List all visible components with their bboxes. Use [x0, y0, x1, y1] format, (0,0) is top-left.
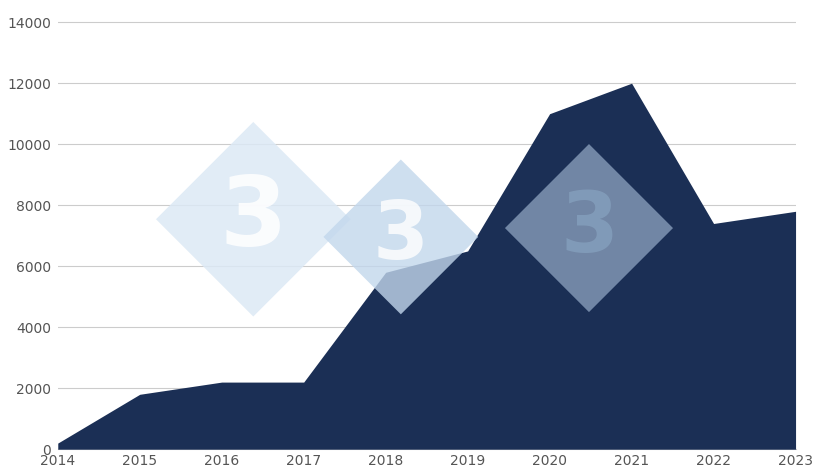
Text: 3: 3: [219, 173, 287, 266]
Text: 3: 3: [559, 188, 618, 268]
Text: 3: 3: [373, 198, 428, 276]
